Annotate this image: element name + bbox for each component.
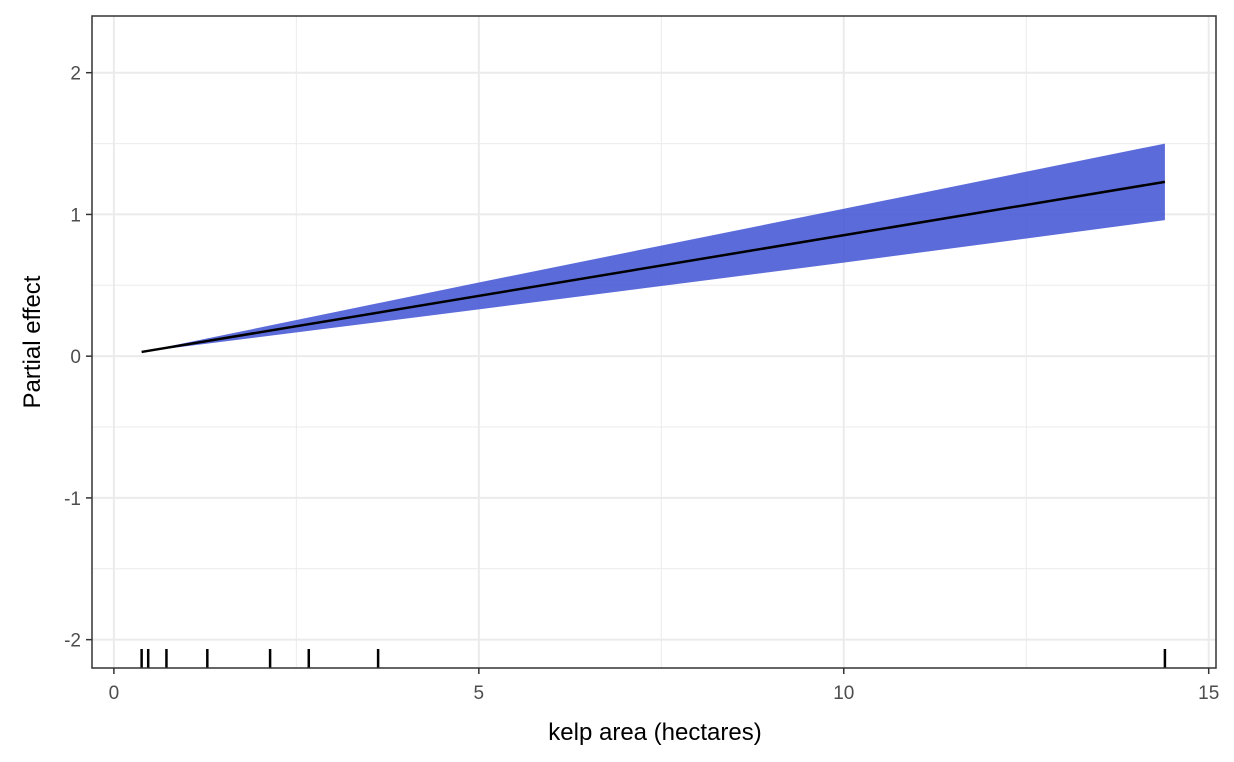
x-tick-label: 0: [109, 683, 120, 704]
fit-line: [141, 180, 1166, 354]
major-gridlines: [92, 16, 1216, 668]
y-axis-ticks: -2 -1 0 1 2: [64, 64, 92, 652]
y-tick-label: -2: [64, 631, 81, 652]
y-tick-label: 0: [70, 347, 81, 368]
x-axis-ticks: 0 5 10 15: [109, 668, 1219, 704]
y-tick-label: 1: [70, 205, 81, 226]
y-tick-label: 2: [70, 64, 81, 85]
x-tick-label: 10: [833, 683, 854, 704]
y-axis-title: Partial effect: [19, 275, 46, 408]
panel-border: [91, 15, 1217, 669]
fit-line-layer: [141, 180, 1166, 354]
x-tick-label: 15: [1198, 683, 1219, 704]
rug-layer: [140, 649, 1167, 668]
x-tick-label: 5: [474, 683, 485, 704]
minor-gridlines: [92, 16, 1216, 668]
x-axis-title: kelp area (hectares): [548, 719, 761, 746]
y-tick-label: -1: [64, 489, 81, 510]
confidence-ribbon-layer: [141, 143, 1165, 352]
confidence-ribbon: [141, 143, 1165, 352]
